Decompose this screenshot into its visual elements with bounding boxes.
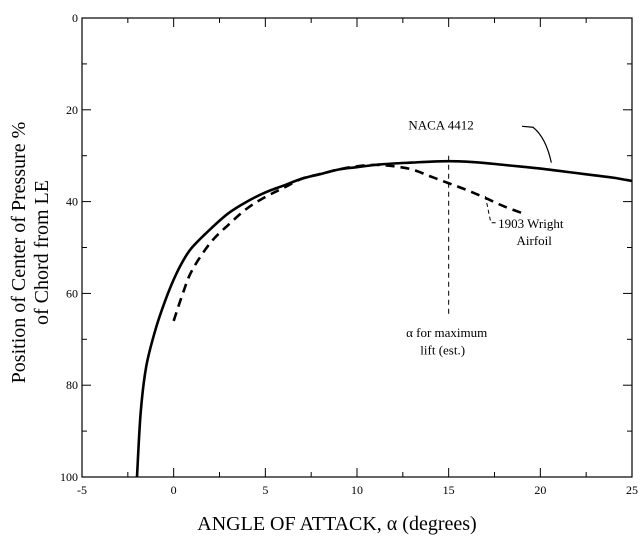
naca-4412-label: NACA 4412 <box>408 118 473 133</box>
x-tick-label: -5 <box>77 483 87 497</box>
y-tick-labels: 0 20 40 60 80 100 <box>60 11 78 484</box>
series-layer <box>137 161 632 477</box>
x-tick-label: 20 <box>534 483 546 497</box>
x-tick-labels: -5 0 5 10 15 20 25 <box>77 483 638 497</box>
x-tick-label: 15 <box>443 483 455 497</box>
naca-leader-line <box>522 126 551 162</box>
series-naca-4412-line <box>137 161 632 477</box>
alpha-max-label-line2: lift (est.) <box>420 342 465 357</box>
x-tick-label: 0 <box>171 483 177 497</box>
x-tick-label: 25 <box>626 483 638 497</box>
annotation-layer: α for maximum lift (est.) NACA 4412 1903… <box>406 118 564 358</box>
y-tick-label: 100 <box>60 470 78 484</box>
y-tick-label: 0 <box>72 11 78 25</box>
y-axis-title-line1: Position of Center of Pressure % <box>8 122 30 384</box>
x-tick-label: 5 <box>262 483 268 497</box>
y-axis-title-line2: of Chord from LE <box>31 180 53 325</box>
series-wright-1903-line <box>174 165 522 321</box>
x-tick-label: 10 <box>351 483 363 497</box>
wright-label-line2: Airfoil <box>517 233 553 248</box>
y-tick-label: 60 <box>66 286 78 300</box>
wright-label-line1: 1903 Wright <box>498 216 564 231</box>
alpha-max-label-line1: α for maximum <box>406 325 487 340</box>
y-tick-label: 40 <box>66 195 78 209</box>
y-tick-label: 80 <box>66 378 78 392</box>
y-tick-label: 20 <box>66 103 78 117</box>
x-axis-title: ANGLE OF ATTACK, α (degrees) <box>197 513 476 535</box>
